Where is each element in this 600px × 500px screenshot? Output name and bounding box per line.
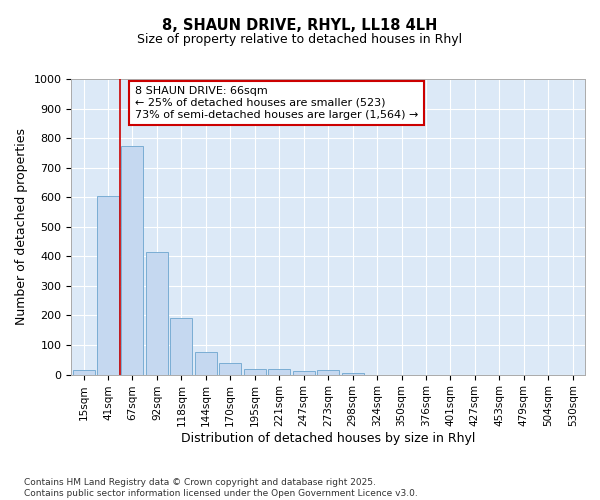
Bar bbox=[268, 370, 290, 374]
Bar bbox=[341, 373, 364, 374]
Text: 8, SHAUN DRIVE, RHYL, LL18 4LH: 8, SHAUN DRIVE, RHYL, LL18 4LH bbox=[163, 18, 437, 32]
Bar bbox=[317, 370, 339, 374]
Bar bbox=[219, 363, 241, 374]
Bar bbox=[293, 371, 314, 374]
Text: Contains HM Land Registry data © Crown copyright and database right 2025.
Contai: Contains HM Land Registry data © Crown c… bbox=[24, 478, 418, 498]
Bar bbox=[121, 146, 143, 374]
Bar bbox=[170, 318, 193, 374]
Y-axis label: Number of detached properties: Number of detached properties bbox=[15, 128, 28, 326]
Text: 8 SHAUN DRIVE: 66sqm
← 25% of detached houses are smaller (523)
73% of semi-deta: 8 SHAUN DRIVE: 66sqm ← 25% of detached h… bbox=[135, 86, 418, 120]
Bar bbox=[195, 352, 217, 374]
Bar bbox=[73, 370, 95, 374]
Bar bbox=[97, 196, 119, 374]
Bar bbox=[244, 370, 266, 374]
X-axis label: Distribution of detached houses by size in Rhyl: Distribution of detached houses by size … bbox=[181, 432, 475, 445]
Text: Size of property relative to detached houses in Rhyl: Size of property relative to detached ho… bbox=[137, 32, 463, 46]
Bar bbox=[146, 252, 168, 374]
